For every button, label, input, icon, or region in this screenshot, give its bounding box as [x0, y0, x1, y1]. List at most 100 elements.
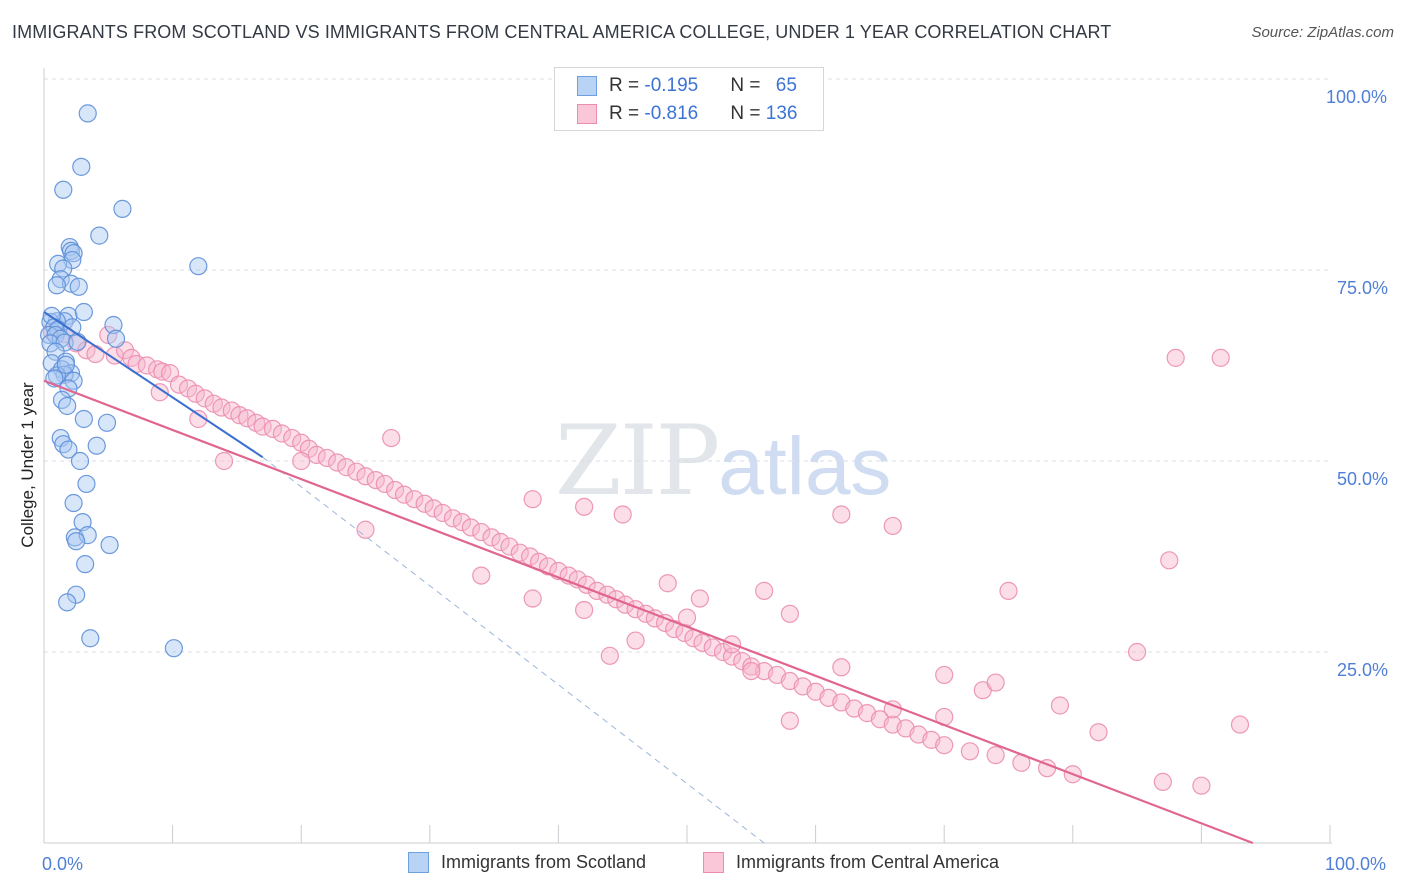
central-america-point: [960, 742, 980, 761]
scotland-point: [90, 226, 109, 245]
central-america-point: [1089, 723, 1108, 742]
scotland-point: [72, 157, 91, 176]
central-america-point: [317, 448, 337, 468]
bottom-legend-label-central-america: Immigrants from Central America: [736, 852, 1000, 872]
scotland-point: [54, 435, 73, 454]
scotland-point: [87, 436, 106, 455]
scotland-point: [47, 276, 66, 295]
legend-r-value: -0.195: [644, 75, 699, 96]
central-america-point: [1192, 776, 1211, 795]
central-america-point: [307, 445, 326, 464]
central-america-point: [356, 520, 375, 539]
scotland-point: [164, 639, 183, 658]
central-america-point: [690, 589, 709, 608]
central-america-point: [626, 631, 645, 650]
central-america-point: [375, 474, 394, 494]
bottom-legend-scotland: Immigrants from Scotland: [408, 852, 646, 873]
central-america-point: [461, 518, 481, 537]
central-america-point: [452, 513, 472, 532]
scotland-point: [54, 180, 73, 199]
scotland-point: [68, 332, 87, 351]
bottom-legend-central-america: Immigrants from Central America: [703, 852, 999, 873]
scotland-points: [40, 104, 208, 658]
central-america-point: [169, 375, 189, 394]
legend-r-label: R =: [609, 103, 645, 124]
scotland-point: [113, 199, 132, 218]
scotland-point: [58, 396, 77, 416]
scotland-trend-line: [43, 311, 264, 459]
legend-r-label: R =: [609, 75, 645, 96]
x-axis-label-max: 100.0%: [1325, 854, 1387, 874]
central-america-point: [214, 451, 234, 471]
source-credit: Source: ZipAtlas.com: [1251, 24, 1394, 41]
central-america-trend-line: [43, 379, 1254, 845]
legend-n-value: 65: [775, 75, 797, 96]
central-america-point: [675, 623, 694, 643]
y-tick-25: 25.0%: [1337, 660, 1389, 680]
axes: [43, 68, 1332, 844]
central-america-point: [500, 537, 519, 556]
central-america-point: [986, 746, 1005, 765]
legend-n-value: 136: [765, 103, 798, 124]
legend-swatch-scotland: [577, 76, 597, 96]
central-america-point: [521, 547, 540, 566]
central-america-point: [415, 494, 434, 513]
scotland-point: [70, 451, 90, 471]
legend-row-scotland: R = -0.195 N = 65: [577, 74, 797, 98]
scotland-point: [56, 355, 75, 374]
central-america-point: [382, 428, 401, 448]
y-tick-50: 50.0%: [1337, 469, 1389, 489]
chart-title: IMMIGRANTS FROM SCOTLAND VS IMMIGRANTS F…: [12, 22, 1112, 42]
central-america-point: [832, 658, 851, 677]
central-america-point: [986, 673, 1005, 692]
central-america-point: [186, 384, 205, 403]
central-america-point: [472, 566, 491, 585]
scotland-point: [54, 259, 73, 278]
scotland-point: [104, 315, 123, 335]
central-america-point: [283, 428, 302, 448]
watermark-atlas: atlas: [718, 421, 892, 512]
central-america-point: [137, 356, 156, 375]
central-america-point: [238, 409, 257, 428]
central-america-point: [1211, 348, 1230, 367]
scotland-point: [69, 277, 88, 296]
central-america-point: [703, 638, 722, 657]
central-america-point: [935, 736, 954, 755]
central-america-point: [356, 467, 375, 486]
bottom-legend-swatch-scotland: [408, 852, 429, 873]
central-america-point: [935, 665, 954, 685]
central-america-point: [539, 557, 558, 576]
central-america-point: [1166, 348, 1185, 367]
central-america-point: [86, 344, 105, 364]
central-america-point: [658, 574, 677, 593]
central-america-point: [263, 419, 283, 439]
scotland-point: [64, 244, 83, 263]
central-america-point: [523, 589, 542, 608]
bottom-legend-label-scotland: Immigrants from Scotland: [441, 852, 647, 872]
scotland-point: [76, 555, 95, 574]
central-america-point: [212, 398, 231, 417]
central-america-point: [523, 490, 542, 509]
central-america-point: [443, 509, 463, 528]
central-america-point: [999, 581, 1018, 600]
legend-n-label: N =: [730, 75, 766, 96]
bottom-legend-swatch-central-america: [703, 852, 724, 873]
scotland-point: [59, 440, 78, 459]
central-america-point: [491, 532, 510, 552]
central-america-point: [292, 451, 311, 471]
central-america-point: [433, 503, 452, 523]
scotland-point: [74, 302, 93, 322]
x-axis-label-min: 0.0%: [42, 854, 84, 874]
central-america-point: [832, 505, 851, 524]
central-america-point: [883, 516, 902, 536]
scotland-point: [74, 409, 93, 429]
y-tick-75: 75.0%: [1337, 278, 1389, 298]
central-america-point: [328, 453, 347, 472]
scotland-point: [58, 593, 77, 612]
central-america-point: [1153, 772, 1172, 791]
central-america-point: [347, 462, 366, 481]
scotland-point: [64, 493, 83, 513]
scotland-trend-extension: [262, 456, 765, 844]
central-america-point: [733, 652, 752, 671]
central-america-point: [385, 480, 405, 500]
